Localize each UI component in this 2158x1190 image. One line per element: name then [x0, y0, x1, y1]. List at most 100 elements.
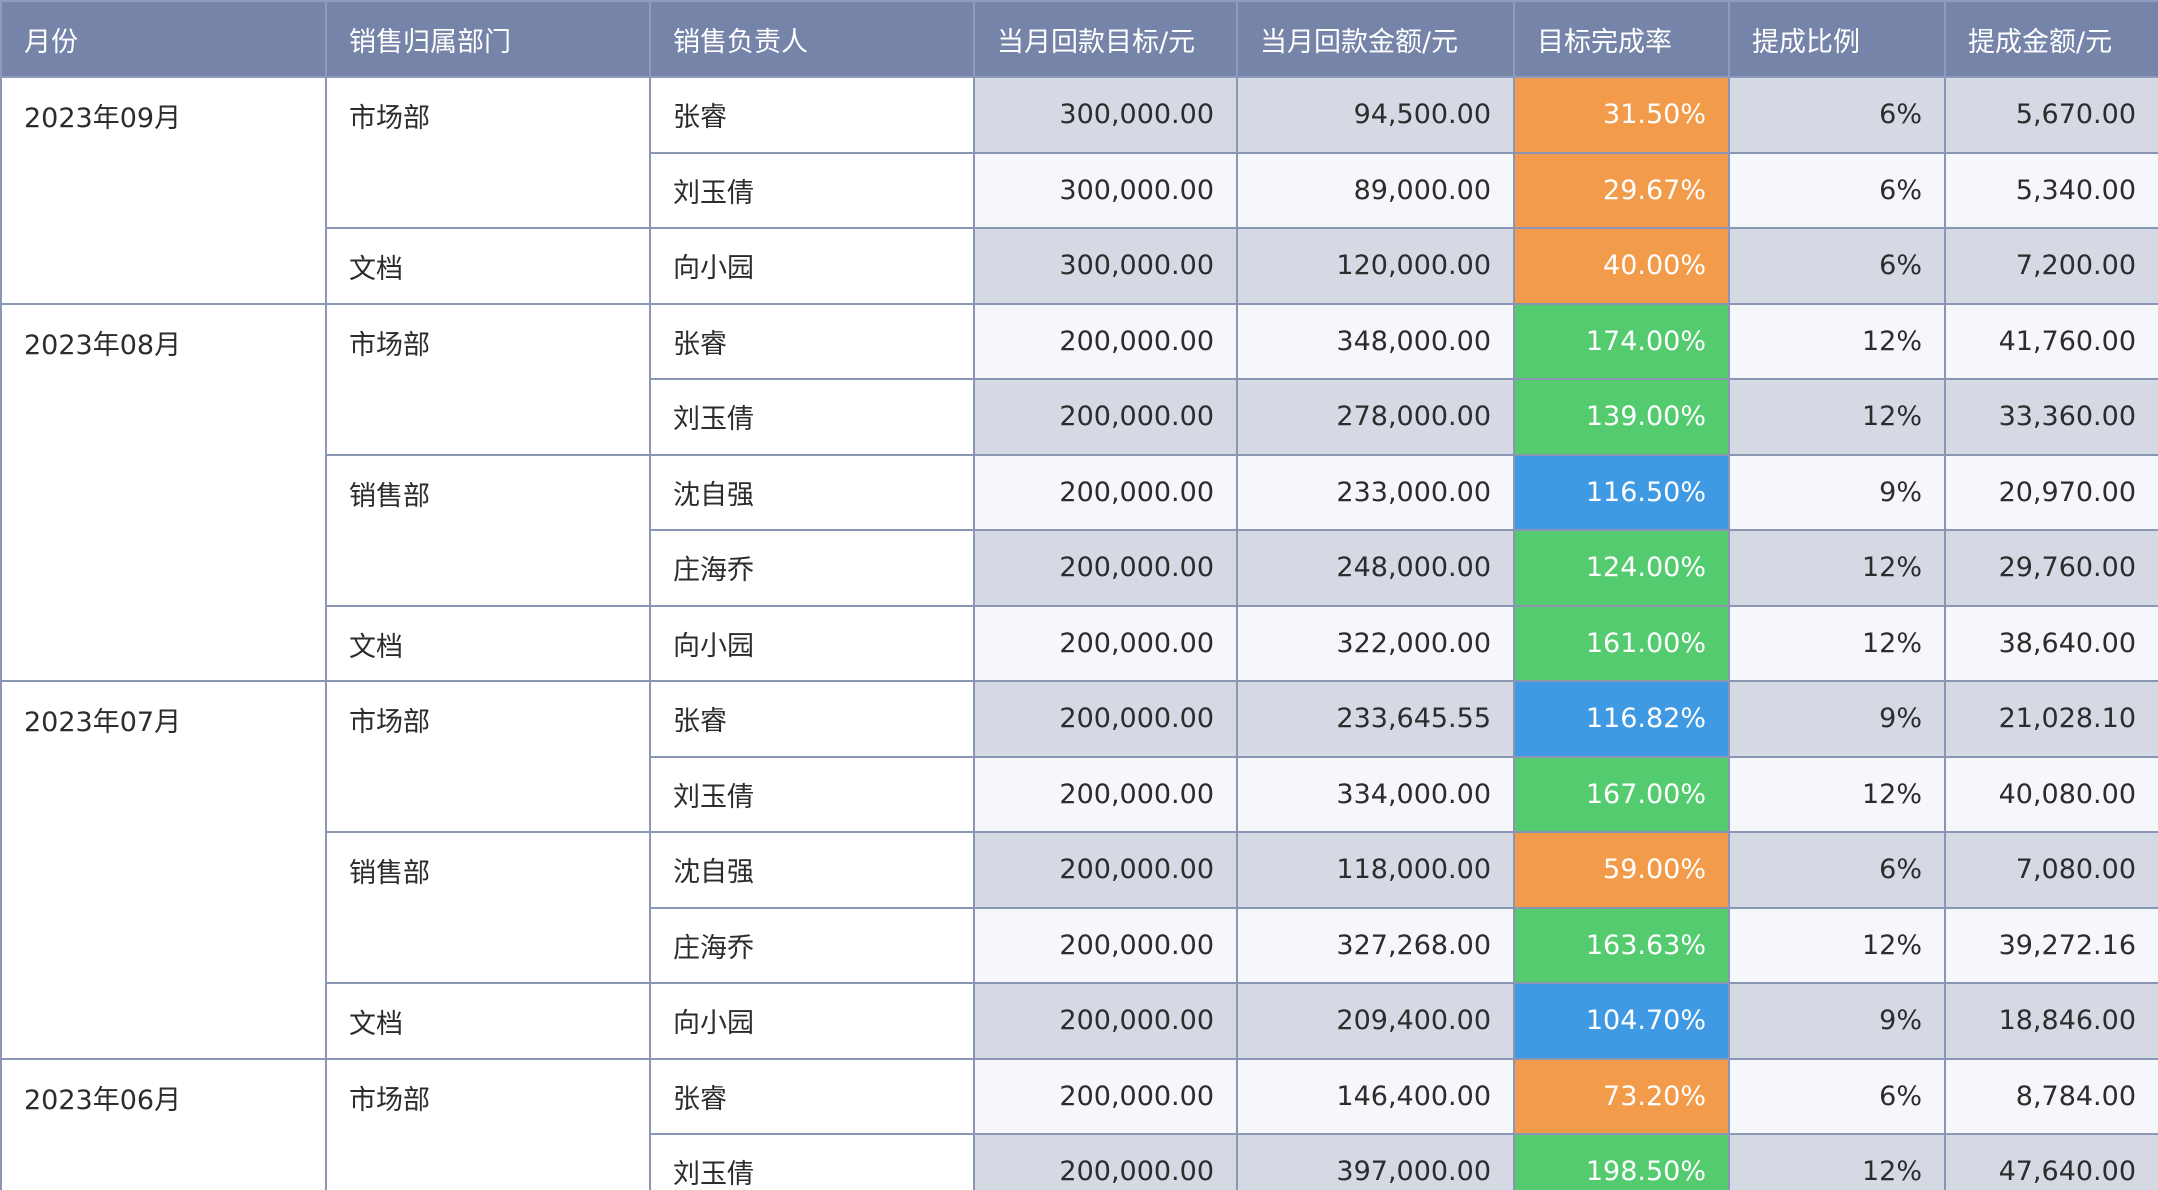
rate-cell: 124.00%: [1513, 529, 1730, 607]
rate-cell: 116.50%: [1513, 453, 1730, 531]
dept-cell: 市场部: [325, 680, 651, 833]
amount-cell: 334,000.00: [1236, 755, 1515, 833]
header-amount[interactable]: 当月回款金额/元: [1236, 0, 1515, 78]
table-row: 文档 向小园 200,000.00 209,400.00 104.70% 9% …: [1, 982, 2158, 1060]
table-row: 庄海乔 200,000.00 327,268.00 163.63% 12% 39…: [1, 906, 2158, 984]
ratio-cell: 9%: [1728, 982, 1946, 1060]
commission-cell: 39,272.16: [1944, 906, 2158, 984]
commission-cell: 38,640.00: [1944, 604, 2158, 682]
commission-cell: 21,028.10: [1944, 680, 2158, 758]
target-cell: 200,000.00: [973, 604, 1238, 682]
commission-cell: 5,670.00: [1944, 76, 2158, 154]
amount-cell: 248,000.00: [1236, 529, 1515, 607]
person-cell: 庄海乔: [649, 529, 975, 607]
ratio-cell: 6%: [1728, 151, 1946, 229]
rate-cell: 163.63%: [1513, 906, 1730, 984]
header-person[interactable]: 销售负责人: [649, 0, 975, 78]
target-cell: 200,000.00: [973, 1133, 1238, 1190]
target-cell: 200,000.00: [973, 906, 1238, 984]
dept-cell: 销售部: [325, 453, 651, 607]
rate-cell: 31.50%: [1513, 76, 1730, 154]
person-cell: 刘玉倩: [649, 151, 975, 229]
ratio-cell: 9%: [1728, 680, 1946, 758]
ratio-cell: 12%: [1728, 529, 1946, 607]
table-row: 庄海乔 200,000.00 248,000.00 124.00% 12% 29…: [1, 529, 2158, 607]
rate-cell: 104.70%: [1513, 982, 1730, 1060]
header-dept[interactable]: 销售归属部门: [325, 0, 651, 78]
dept-cell: 销售部: [325, 831, 651, 984]
table-body: 2023年09月 市场部 张睿 300,000.00 94,500.00 31.…: [0, 76, 2158, 1190]
person-cell: 刘玉倩: [649, 755, 975, 833]
target-cell: 300,000.00: [973, 151, 1238, 229]
dept-cell: 市场部: [325, 302, 651, 456]
rate-cell: 198.50%: [1513, 1133, 1730, 1190]
header-ratio[interactable]: 提成比例: [1728, 0, 1946, 78]
amount-cell: 397,000.00: [1236, 1133, 1515, 1190]
dept-cell: 文档: [325, 227, 651, 305]
header-row: 月份 销售归属部门 销售负责人 当月回款目标/元 当月回款金额/元 目标完成率 …: [0, 0, 2158, 78]
commission-cell: 8,784.00: [1944, 1057, 2158, 1135]
ratio-cell: 12%: [1728, 604, 1946, 682]
amount-cell: 327,268.00: [1236, 906, 1515, 984]
ratio-cell: 12%: [1728, 906, 1946, 984]
table-header: 月份 销售归属部门 销售负责人 当月回款目标/元 当月回款金额/元 目标完成率 …: [0, 0, 2158, 78]
rate-cell: 40.00%: [1513, 227, 1730, 305]
ratio-cell: 6%: [1728, 1057, 1946, 1135]
rate-cell: 73.20%: [1513, 1057, 1730, 1135]
commission-cell: 40,080.00: [1944, 755, 2158, 833]
dept-cell: 市场部: [325, 76, 651, 229]
header-commission[interactable]: 提成金额/元: [1944, 0, 2158, 78]
target-cell: 200,000.00: [973, 680, 1238, 758]
table-row: 2023年07月 市场部 张睿 200,000.00 233,645.55 11…: [0, 680, 2158, 1060]
month-cell: 2023年07月: [0, 680, 327, 1060]
person-cell: 张睿: [649, 76, 975, 154]
commission-cell: 5,340.00: [1944, 151, 2158, 229]
month-cell: 2023年08月: [0, 302, 327, 682]
amount-cell: 233,645.55: [1236, 680, 1515, 758]
person-cell: 刘玉倩: [649, 1133, 975, 1190]
target-cell: 300,000.00: [973, 76, 1238, 154]
ratio-cell: 12%: [1728, 302, 1946, 380]
ratio-cell: 9%: [1728, 453, 1946, 531]
target-cell: 300,000.00: [973, 227, 1238, 305]
person-cell: 沈自强: [649, 831, 975, 909]
table-row: 销售部 沈自强 200,000.00 118,000.00 59.00% 6% …: [1, 831, 2158, 984]
person-cell: 张睿: [649, 680, 975, 758]
table-row: 刘玉倩 200,000.00 397,000.00 198.50% 12% 47…: [1, 1133, 2158, 1190]
ratio-cell: 12%: [1728, 378, 1946, 456]
amount-cell: 322,000.00: [1236, 604, 1515, 682]
commission-cell: 41,760.00: [1944, 302, 2158, 380]
person-cell: 庄海乔: [649, 906, 975, 984]
month-cell: 2023年09月: [0, 76, 327, 305]
commission-cell: 29,760.00: [1944, 529, 2158, 607]
amount-cell: 209,400.00: [1236, 982, 1515, 1060]
header-target[interactable]: 当月回款目标/元: [973, 0, 1238, 78]
person-cell: 向小园: [649, 227, 975, 305]
table-row: 2023年08月 市场部 张睿 200,000.00 348,000.00 17…: [0, 302, 2158, 682]
person-cell: 向小园: [649, 982, 975, 1060]
table-row: 刘玉倩 300,000.00 89,000.00 29.67% 6% 5,340…: [1, 151, 2158, 229]
dept-cell: 文档: [325, 604, 651, 682]
dept-cell: 文档: [325, 982, 651, 1060]
target-cell: 200,000.00: [973, 982, 1238, 1060]
person-cell: 张睿: [649, 1057, 975, 1135]
amount-cell: 146,400.00: [1236, 1057, 1515, 1135]
header-rate[interactable]: 目标完成率: [1513, 0, 1730, 78]
target-cell: 200,000.00: [973, 755, 1238, 833]
person-cell: 刘玉倩: [649, 378, 975, 456]
amount-cell: 94,500.00: [1236, 76, 1515, 154]
header-month[interactable]: 月份: [0, 0, 327, 78]
table-row: 文档 向小园 200,000.00 322,000.00 161.00% 12%…: [1, 604, 2158, 682]
table-row: 销售部 沈自强 200,000.00 233,000.00 116.50% 9%…: [1, 453, 2158, 607]
commission-cell: 18,846.00: [1944, 982, 2158, 1060]
table-row: 刘玉倩 200,000.00 278,000.00 139.00% 12% 33…: [1, 378, 2158, 456]
target-cell: 200,000.00: [973, 302, 1238, 380]
target-cell: 200,000.00: [973, 453, 1238, 531]
ratio-cell: 6%: [1728, 227, 1946, 305]
table-row: 文档 向小园 300,000.00 120,000.00 40.00% 6% 7…: [1, 227, 2158, 305]
rate-cell: 174.00%: [1513, 302, 1730, 380]
rate-cell: 29.67%: [1513, 151, 1730, 229]
rate-cell: 59.00%: [1513, 831, 1730, 909]
